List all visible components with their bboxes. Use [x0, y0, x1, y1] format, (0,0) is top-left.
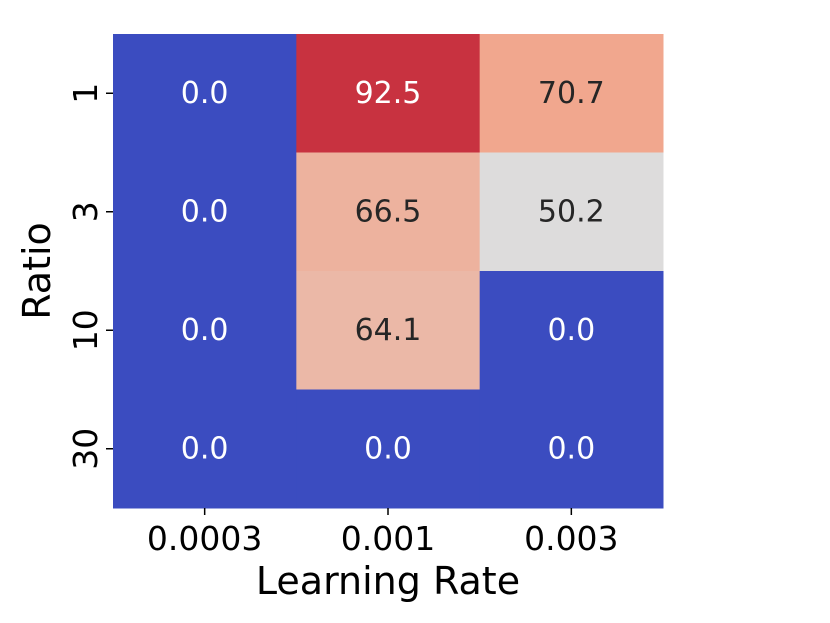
cell-value-label-r0-c1: 92.5: [355, 76, 422, 111]
cell-value-label-r0-c0: 0.0: [181, 76, 229, 111]
cell-value-label-r1-c1: 66.5: [355, 194, 422, 229]
heatmap-cell-r2-c2: [479, 271, 664, 390]
heatmap-cell-r0-c0: [113, 34, 297, 153]
cell-value-label-r1-c2: 50.2: [538, 194, 605, 229]
heatmap-cell-r3-c2: [479, 389, 664, 509]
cell-value-label-r3-c1: 0.0: [364, 431, 412, 466]
cell-value-label-r2-c0: 0.0: [181, 313, 229, 348]
cell-value-label-r0-c2: 70.7: [538, 76, 605, 111]
heatmap-cell-r2-c0: [113, 271, 297, 390]
heatmap-cells: [113, 34, 664, 509]
y-tick-label-1: 3: [66, 201, 105, 222]
cell-value-label-r1-c0: 0.0: [181, 194, 229, 229]
x-axis-label: Learning Rate: [256, 559, 520, 603]
x-tick-label-2: 0.003: [524, 519, 618, 558]
cell-value-label-r3-c2: 0.0: [547, 431, 595, 466]
y-axis-label: Ratio: [15, 222, 59, 320]
y-axis-ticks: 1 3 10 30: [66, 83, 113, 470]
x-tick-label-0: 0.0003: [147, 519, 262, 558]
x-tick-label-1: 0.001: [341, 519, 435, 558]
cell-value-label-r2-c1: 64.1: [355, 313, 422, 348]
heatmap-cell-r1-c1: [296, 152, 481, 272]
heatmap-cell-r3-c0: [113, 389, 297, 509]
heatmap-cell-r0-c1: [296, 34, 481, 153]
heatmap-cell-labels: 0.0 92.5 70.7 0.0 66.5 50.2 0.0 64.1 0.0 0.0 0.0 0.…: [181, 76, 605, 467]
heatmap-cell-r1-c2: [479, 152, 664, 272]
heatmap-cell-r0-c2: [479, 34, 664, 153]
cell-value-label-r2-c2: 0.0: [547, 313, 595, 348]
y-tick-label-3: 30: [66, 428, 105, 470]
y-tick-label-2: 10: [66, 309, 105, 351]
cell-value-label-r3-c0: 0.0: [181, 431, 229, 466]
heatmap-cell-r2-c1: [296, 271, 481, 390]
heatmap-cell-r3-c1: [296, 389, 481, 509]
y-tick-label-0: 1: [66, 83, 105, 104]
heatmap-cell-r1-c0: [113, 152, 297, 272]
x-axis-ticks: 0.0003 0.001 0.003: [147, 508, 619, 558]
